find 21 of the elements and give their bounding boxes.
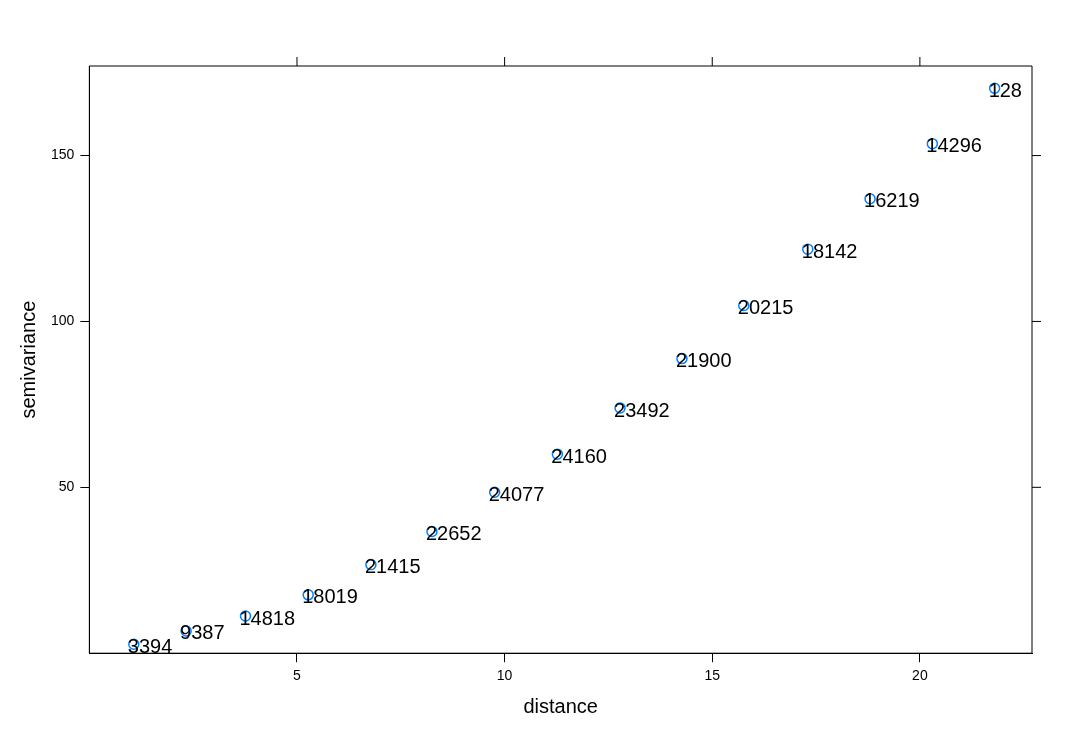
annotation: 20215 — [737, 296, 794, 319]
y-axis-title: semivariance — [16, 300, 39, 419]
x-tick-label: 15 — [704, 667, 721, 684]
annotation: 16219 — [864, 189, 920, 212]
y-tick-label: 100 — [51, 312, 75, 329]
annotation: 14296 — [926, 134, 982, 157]
x-tick-label: 10 — [496, 667, 513, 684]
x-tick-label: 5 — [293, 667, 302, 684]
annotation: 18142 — [801, 239, 858, 262]
annotation: 18019 — [302, 585, 358, 608]
annotation: 21415 — [364, 555, 421, 578]
y-tick-label: 150 — [51, 146, 75, 163]
annotation: 22652 — [425, 521, 482, 544]
x-axis-title: distance — [523, 694, 598, 717]
annotation: 21900 — [675, 349, 732, 372]
y-tick-label: 50 — [58, 478, 75, 495]
annotation: 128 — [988, 78, 1022, 101]
annotation: 3394 — [127, 634, 173, 657]
annotation: 24160 — [551, 444, 607, 467]
x-tick-label: 20 — [912, 667, 928, 684]
annotation: 24077 — [488, 482, 545, 505]
